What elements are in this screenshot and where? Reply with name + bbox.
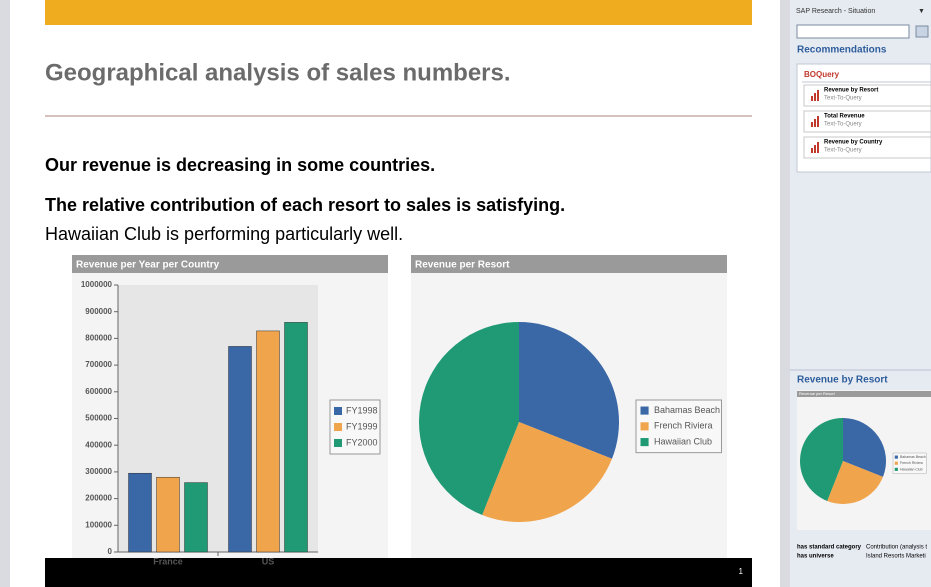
legend-swatch bbox=[334, 423, 342, 431]
pie-slice bbox=[843, 418, 887, 477]
legend-label: French Riviera bbox=[654, 421, 713, 431]
item-box[interactable] bbox=[803, 136, 931, 159]
x-tick-label: France bbox=[153, 556, 183, 566]
icon bbox=[814, 93, 816, 101]
item-subtitle: Text-To-Query bbox=[824, 122, 862, 128]
bar bbox=[128, 472, 152, 553]
legend-swatch bbox=[640, 406, 649, 415]
icon bbox=[811, 96, 813, 101]
pie-slice bbox=[800, 417, 843, 501]
chart-title: Revenue per Year per Country bbox=[76, 260, 220, 271]
section-heading: Recommendations bbox=[797, 45, 887, 56]
item[interactable]: Revenue by Country Text-To-Query bbox=[803, 136, 931, 159]
y-tick-label: 1000000 bbox=[81, 280, 113, 289]
menu-arrow[interactable]: ▼ bbox=[918, 8, 925, 15]
item-box[interactable] bbox=[803, 110, 931, 133]
search-button[interactable] bbox=[915, 25, 929, 38]
search-box[interactable] bbox=[796, 24, 910, 39]
y-tick-label: 400000 bbox=[85, 440, 112, 449]
legend-swatch bbox=[640, 438, 649, 447]
y-tick-label: 800000 bbox=[85, 334, 112, 343]
bullet: The relative contribution of each resort… bbox=[45, 195, 565, 215]
window-title: SAP Research - Situation bbox=[796, 8, 875, 15]
chart-header bbox=[72, 255, 388, 273]
chart-title: Revenue per Resort bbox=[799, 391, 836, 396]
slide-title: Geographical analysis of sales numbers. bbox=[45, 59, 511, 86]
property-key: has universe bbox=[797, 554, 834, 560]
y-tick-label: 600000 bbox=[85, 387, 112, 396]
x-tick-label: US bbox=[262, 556, 275, 566]
y-tick-label: 100000 bbox=[85, 520, 112, 529]
icon bbox=[817, 142, 819, 153]
icon bbox=[811, 122, 813, 127]
bar bbox=[256, 330, 280, 553]
icon bbox=[814, 119, 816, 127]
chart-header bbox=[411, 255, 727, 273]
chart-header bbox=[797, 391, 931, 397]
bar bbox=[184, 482, 208, 553]
legend-label: Bahamas Beach bbox=[900, 455, 926, 459]
page-number: 1 bbox=[739, 567, 744, 576]
bullet: Hawaiian Club is performing particularly… bbox=[45, 224, 403, 244]
item-subtitle: Text-To-Query bbox=[824, 148, 862, 154]
bar bbox=[156, 476, 180, 553]
y-tick-label: 0 bbox=[108, 547, 113, 556]
legend-label: FY1998 bbox=[346, 405, 378, 415]
bar bbox=[284, 322, 308, 553]
y-tick-label: 200000 bbox=[85, 494, 112, 503]
property-key: has standard category bbox=[797, 545, 862, 551]
legend-swatch bbox=[894, 455, 898, 459]
legend-label: Hawaiian Club bbox=[900, 467, 923, 471]
pie-slice bbox=[519, 322, 619, 459]
item[interactable]: Total Revenue Text-To-Query bbox=[803, 110, 931, 133]
accent-bar bbox=[45, 0, 752, 25]
pie-slice bbox=[419, 322, 519, 515]
item-title[interactable]: Revenue by Country bbox=[824, 140, 883, 146]
y-tick-label: 500000 bbox=[85, 414, 112, 423]
y-tick-label: 700000 bbox=[85, 360, 112, 369]
item-title[interactable]: Revenue by Resort bbox=[824, 88, 878, 94]
legend-swatch bbox=[640, 422, 649, 431]
pie-slice bbox=[482, 422, 612, 522]
icon bbox=[817, 116, 819, 127]
icon bbox=[817, 90, 819, 101]
legend-label: French Riviera bbox=[900, 461, 923, 465]
pie-slice bbox=[827, 461, 883, 504]
legend-label: FY2000 bbox=[346, 437, 378, 447]
item-box[interactable] bbox=[803, 84, 931, 107]
chart-title: Revenue per Resort bbox=[415, 260, 510, 271]
legend-swatch bbox=[894, 467, 898, 471]
item[interactable]: Revenue by Resort Text-To-Query bbox=[803, 84, 931, 107]
legend-swatch bbox=[894, 461, 898, 465]
section-heading: Revenue by Resort bbox=[797, 375, 888, 386]
legend-swatch bbox=[334, 407, 342, 415]
y-tick-label: 900000 bbox=[85, 307, 112, 316]
property-value: Contribution (analysis t bbox=[866, 545, 927, 551]
legend-label: FY1999 bbox=[346, 421, 378, 431]
item-title[interactable]: Total Revenue bbox=[824, 114, 865, 120]
property-value: Island Resorts Marketi bbox=[866, 554, 926, 560]
legend-box bbox=[635, 399, 722, 454]
legend-swatch bbox=[334, 439, 342, 447]
legend-label: Bahamas Beach bbox=[654, 405, 720, 415]
group-title: BOQuery bbox=[804, 70, 840, 79]
y-tick-label: 300000 bbox=[85, 467, 112, 476]
bar bbox=[228, 346, 252, 553]
icon bbox=[811, 148, 813, 153]
item-subtitle: Text-To-Query bbox=[824, 96, 862, 102]
footer-bar bbox=[45, 558, 752, 587]
bullet: Our revenue is decreasing in some countr… bbox=[45, 155, 435, 175]
legend-label: Hawaiian Club bbox=[654, 436, 712, 446]
legend-box bbox=[892, 452, 927, 474]
icon bbox=[814, 145, 816, 153]
